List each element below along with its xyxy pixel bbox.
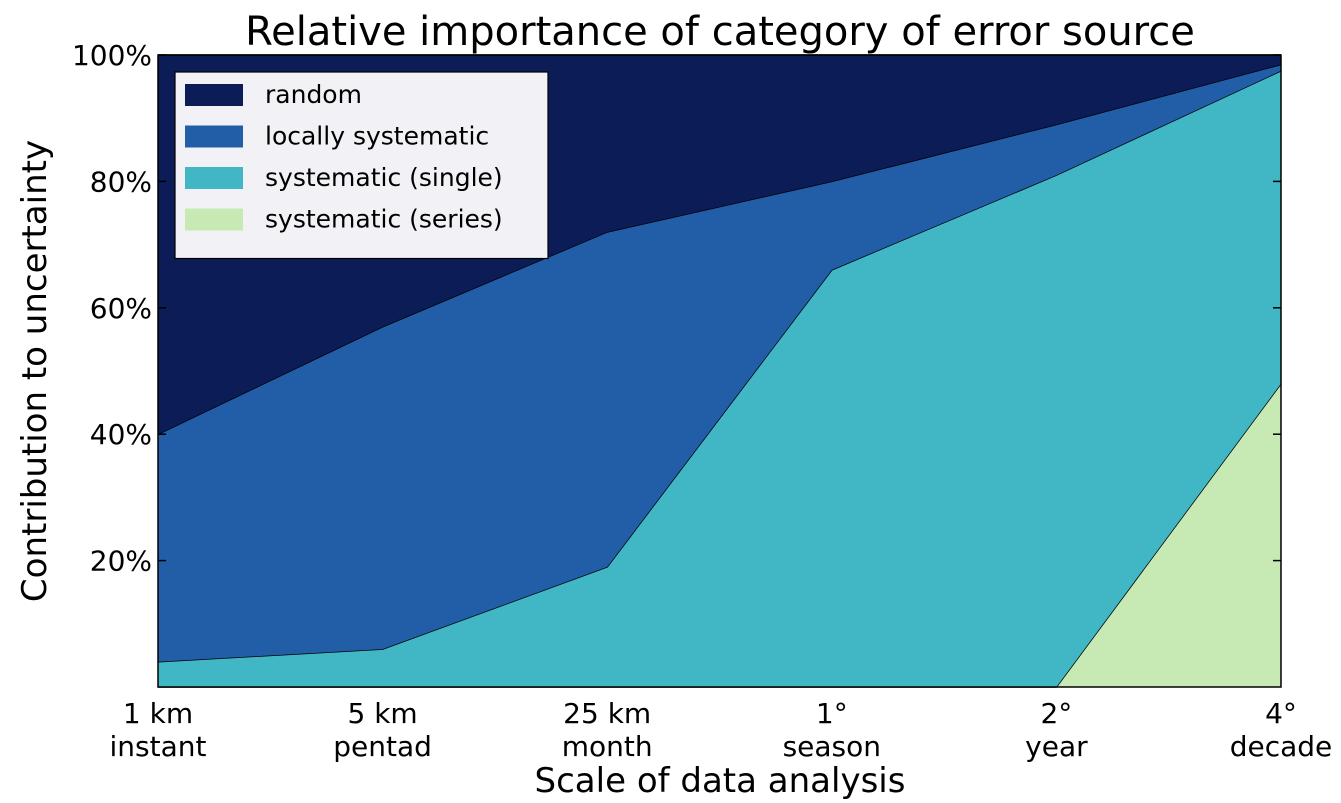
x-tick-line: decade [1230,730,1333,763]
x-tick-label: 5 km pentad [333,697,432,763]
y-tick-label: 60% [90,292,152,325]
x-tick-line: season [783,730,881,763]
x-axis-label: Scale of data analysis [535,761,906,801]
x-tick-line: month [562,730,653,763]
legend-swatch [185,125,243,148]
x-tick-line: 5 km [347,697,417,730]
area [158,64,1281,662]
x-tick-line: year [1025,730,1088,763]
x-tick-line: 1 km [123,697,193,730]
plot-frame [157,54,1282,688]
legend-label: systematic (series) [265,205,503,234]
y-tick-label: 100% [72,39,152,72]
chart-title: Relative importance of category of error… [245,9,1195,55]
y-axis-label: Contribution to uncertainty [15,140,55,602]
x-tick-line: 2° [1040,697,1072,730]
area [158,383,1281,687]
legend-swatch [185,208,243,231]
x-tick-line: 4° [1265,697,1297,730]
x-tick-line: 25 km [563,697,651,730]
legend-label: random [265,80,362,109]
x-tick-line: 1° [816,697,848,730]
x-tick-label: 2° year [1025,697,1088,763]
x-tick-label: 1° season [783,697,881,763]
x-tick-label: 25 km month [562,697,653,763]
area [158,70,1281,688]
y-tick-label: 80% [90,165,152,198]
legend-label: systematic (single) [265,163,503,192]
legend-swatch [185,84,243,106]
legend-label: locally systematic [265,122,489,151]
x-tick-line: pentad [333,730,432,763]
legend-swatch [185,167,243,189]
y-tick-label: 40% [90,418,152,451]
x-tick-label: 1 km instant [110,697,207,763]
x-tick-line: instant [110,730,207,763]
x-tick-label: 4° decade [1230,697,1333,763]
y-tick-label: 20% [90,545,152,578]
